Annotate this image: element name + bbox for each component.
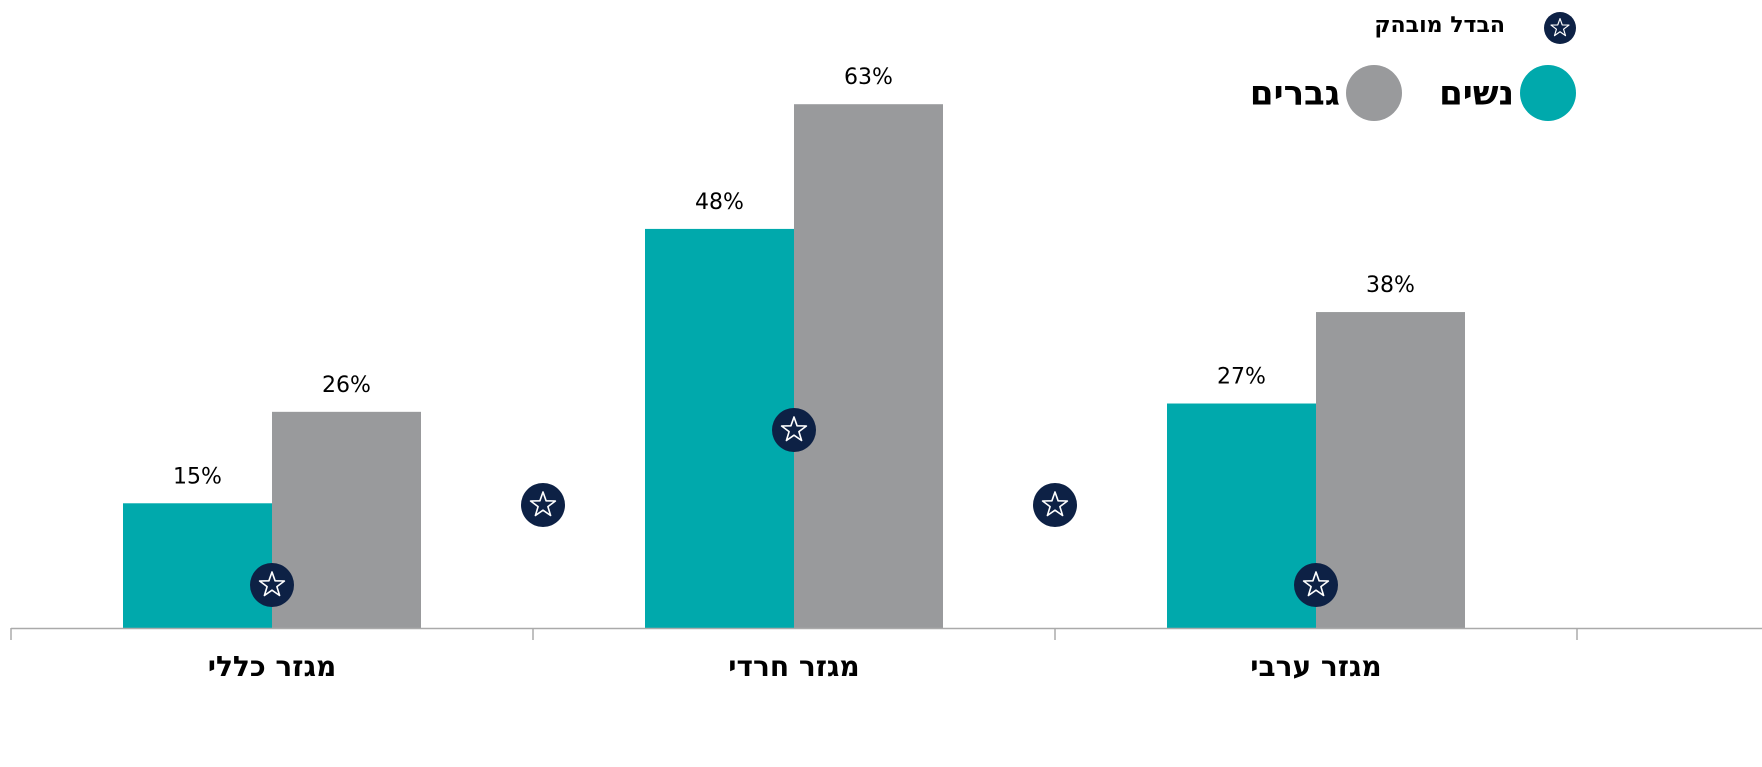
value-label: 38% xyxy=(1366,273,1415,298)
bar xyxy=(645,228,794,628)
significance-icon xyxy=(771,407,817,453)
bar xyxy=(1316,312,1465,628)
significance-icon xyxy=(1293,562,1339,608)
value-label: 26% xyxy=(322,373,371,398)
significance-icon xyxy=(520,482,566,528)
legend-note: הבדל מובהק xyxy=(1374,13,1505,38)
value-label: 63% xyxy=(844,65,893,90)
value-label: 27% xyxy=(1217,365,1266,390)
value-label: 48% xyxy=(695,190,744,215)
bar xyxy=(272,411,421,628)
bar xyxy=(794,104,943,628)
bar xyxy=(123,503,272,628)
legend-label: נשים xyxy=(1439,74,1514,114)
significance-icon xyxy=(1032,482,1078,528)
legend-swatch xyxy=(1346,65,1402,121)
x-tick-label: מגזר חרדי xyxy=(728,650,859,683)
x-tick-label: מגזר ערבי xyxy=(1250,650,1381,683)
legend-label: גברים xyxy=(1250,74,1340,114)
x-tick-label: מגזר כללי xyxy=(208,650,337,683)
significance-icon xyxy=(249,562,295,608)
value-label: 15% xyxy=(173,464,222,489)
legend-significance-icon xyxy=(1543,11,1577,45)
bar xyxy=(1167,403,1316,628)
legend-swatch xyxy=(1520,65,1576,121)
